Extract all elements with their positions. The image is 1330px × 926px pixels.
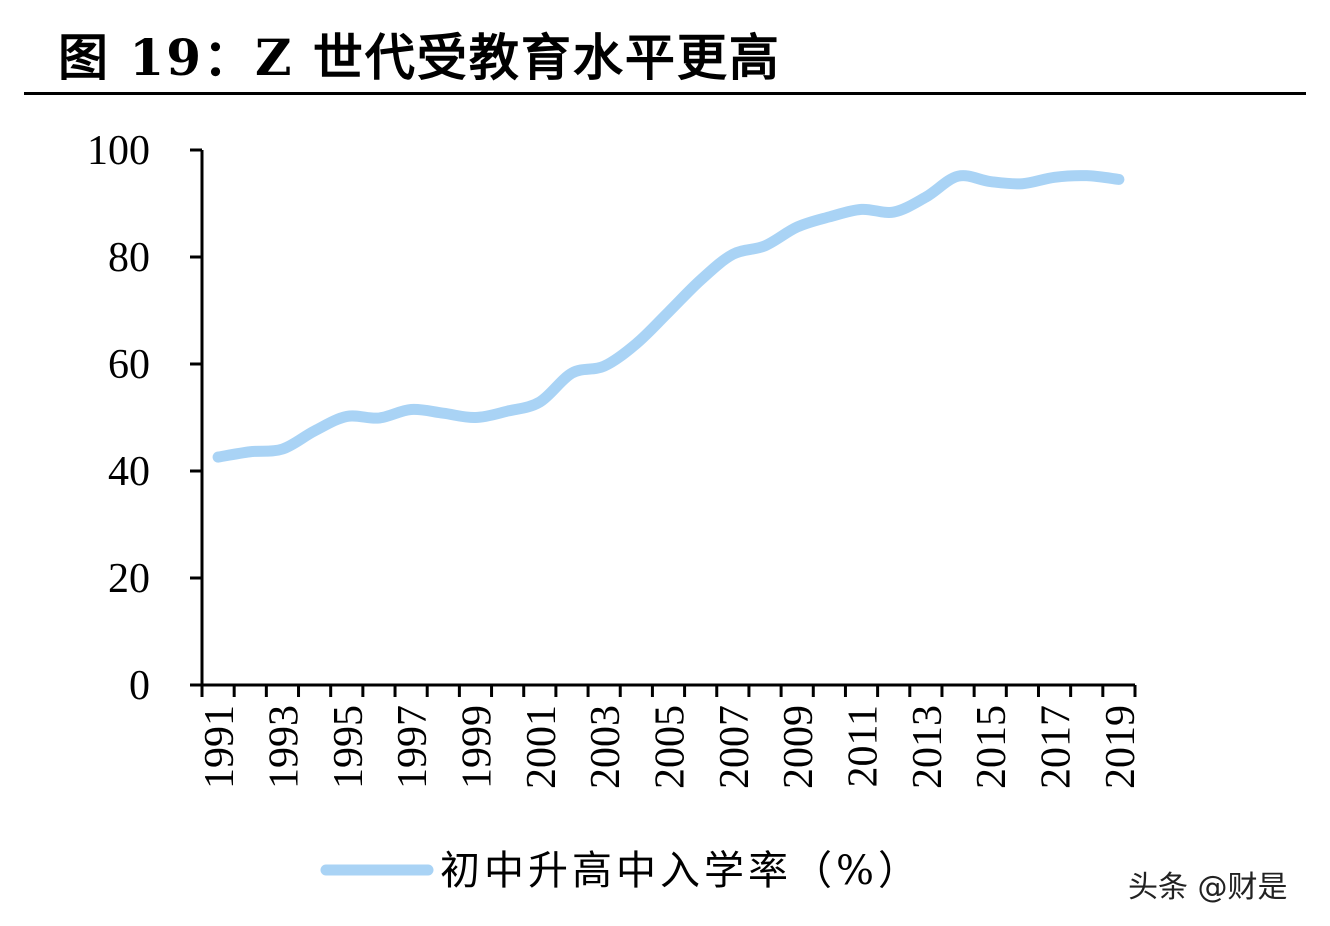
ticks: 0 20 40 60 80 100 1991 1993 1995 1997 1999 2001 2003… [87, 128, 1144, 789]
x-tick-label: 2007 [712, 705, 758, 789]
data-point-2002 [567, 368, 577, 378]
data-point-2016 [1017, 179, 1027, 189]
title-rule [24, 92, 1306, 95]
data-point-2007 [728, 249, 738, 259]
data-point-1993 [277, 444, 287, 454]
x-tick-label: 2015 [969, 705, 1015, 789]
data-point-1992 [245, 447, 255, 457]
data-point-2012 [889, 207, 899, 217]
data-point-2015 [985, 177, 995, 187]
x-tick-label: 2005 [648, 705, 694, 789]
x-tick-label: 1999 [454, 705, 500, 789]
data-point-1994 [310, 426, 320, 436]
y-tick-label: 20 [108, 556, 150, 602]
x-tick-label: 2009 [776, 705, 822, 789]
data-point-1996 [374, 413, 384, 423]
y-tick-label: 60 [108, 342, 150, 388]
data-point-2001 [535, 397, 545, 407]
x-tick-label: 1993 [261, 705, 307, 789]
x-tick-label: 1991 [197, 705, 243, 789]
data-point-2017 [1050, 172, 1060, 182]
data-point-1999 [470, 413, 480, 423]
data-point-2005 [664, 307, 674, 317]
data-point-2019 [1114, 174, 1124, 184]
data-point-2006 [696, 275, 706, 285]
data-point-2004 [631, 339, 641, 349]
y-tick-label: 80 [108, 235, 150, 281]
y-tick-label: 0 [129, 663, 150, 709]
axes [200, 150, 1135, 687]
x-tick-label: 2011 [841, 705, 887, 787]
watermark: 头条 @财是 [1128, 870, 1288, 905]
data-point-1995 [342, 411, 352, 421]
data-point-2018 [1082, 171, 1092, 181]
data-point-2008 [760, 241, 770, 251]
data-point-2013 [921, 192, 931, 202]
data-point-1997 [406, 404, 416, 414]
x-tick-label: 2001 [519, 705, 565, 789]
x-tick-label: 1997 [390, 705, 436, 789]
data-point-2000 [503, 406, 513, 416]
y-tick-label: 100 [87, 128, 150, 174]
legend-label: 初中升高中入学率（%） [440, 848, 922, 894]
x-tick-label: 1995 [326, 705, 372, 789]
data-point-2010 [824, 212, 834, 222]
x-tick-label: 2003 [583, 705, 629, 789]
data-point-1998 [438, 408, 448, 418]
y-tick-label: 40 [108, 449, 150, 495]
series-layer [212, 170, 1125, 463]
chart-title: 图 19：Z 世代受教育水平更高 [58, 28, 781, 87]
x-tick-label: 2017 [1034, 705, 1080, 789]
data-point-2003 [599, 361, 609, 371]
data-point-2009 [792, 222, 802, 232]
x-tick-label: 2013 [905, 705, 951, 789]
series-line-0 [212, 170, 1125, 463]
data-point-1991 [213, 452, 223, 462]
data-point-2011 [857, 204, 867, 214]
data-point-2014 [953, 171, 963, 181]
x-tick-label: 2019 [1098, 705, 1144, 789]
legend: 初中升高中入学率（%） [320, 848, 922, 894]
